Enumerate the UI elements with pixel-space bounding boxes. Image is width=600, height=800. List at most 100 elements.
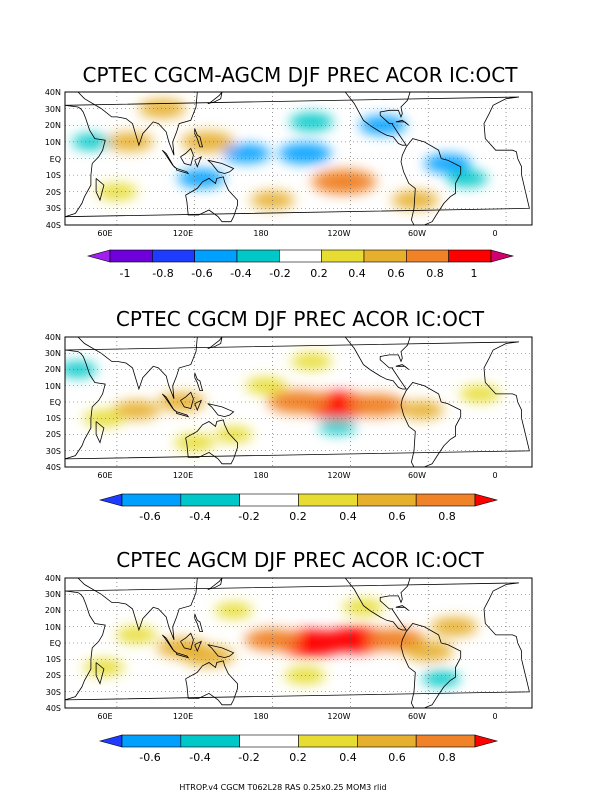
anomaly-blob [359,115,407,135]
anomaly-blobs [83,598,478,687]
coastline [176,652,190,659]
anomaly-blob [115,626,157,644]
lat-tick-label: 20S [46,430,61,439]
coastline [95,178,105,202]
anomaly-blob [424,153,472,173]
lat-tick-label: 20S [46,188,61,197]
panel-1-colorbar-labels: -1 -0.8 -0.6 -0.4 -0.2 0.2 0.4 0.6 0.8 1 [120,267,478,280]
lon-tick-label: 60E [97,712,112,721]
colorbar-label: -1 [120,267,131,280]
anomaly-blob [284,667,326,684]
colorbar-label: 0.8 [438,751,456,764]
colorbar-label: 1 [471,267,478,280]
colorbar-label: -0.2 [269,267,290,280]
panel-3: CPTEC AGCM DJF PREC ACOR IC:OCT 40N 30N … [45,548,533,764]
coastline [400,623,462,709]
lon-tick-label: 120W [327,229,350,238]
coastline [64,341,530,460]
colorbar-label: 0.2 [289,510,307,523]
anomaly-core [326,175,362,189]
anomaly-blob [83,658,125,676]
lat-tick-label: 30S [46,447,61,456]
lat-tick-label: EQ [50,155,61,164]
coastline [65,91,198,156]
anomaly-blob [399,401,444,420]
anomaly-blob [342,598,384,616]
lon-tick-label: 120E [173,229,193,238]
panel-1-field [65,92,532,225]
lon-tick-label: 0 [492,229,497,238]
panel-3-land [64,577,530,709]
panel-1-lat-axis: 40N 30N 20N 10N EQ 10S 20S 30S 40S [45,88,61,230]
lon-tick-label: 60E [97,229,112,238]
anomaly-blob [459,385,501,403]
lat-tick-label: 10S [46,171,61,180]
lat-tick-label: 30S [46,688,61,697]
colorbar-label: 0.4 [339,510,357,523]
anomaly-blob [71,133,110,150]
panel-1: CPTEC CGCM-AGCM DJF PREC ACOR IC:OCT 40N… [45,63,533,280]
panel-3-lon-axis: 60E 120E 180 120W 60W 0 [97,712,497,721]
colorbar-arrow-low [98,493,123,507]
anomaly-blob [318,418,357,435]
colorbar-segment [448,249,492,263]
colorbar-label: 0.6 [388,510,406,523]
colorbar-segment [357,734,417,748]
panel-3-grid [65,578,532,708]
lon-tick-label: 180 [253,712,268,721]
panel-2-colorbar [98,493,499,507]
coastline [64,582,530,701]
anomaly-core [281,396,316,408]
colorbar-segment [239,734,299,748]
coastline [180,391,194,409]
colorbar-label: 0.8 [426,267,444,280]
anomaly-blob [391,190,439,210]
colorbar-label: 0.2 [289,751,307,764]
panel-2-lat-axis: 40N 30N 20N 10N EQ 10S 20S 30S 40S [45,333,61,472]
panel-3-lat-axis: 40N 30N 20N 10N EQ 10S 20S 30S 40S [45,574,61,713]
coastline [185,660,238,706]
coastline [395,119,410,126]
panel-1-lon-axis: 60E 120E 180 120W 60W 0 [97,229,497,238]
coastline [64,96,530,218]
lat-tick-label: 20S [46,671,61,680]
lon-tick-label: 120E [173,471,193,480]
lat-tick-label: 30N [45,590,61,599]
coastline [185,176,238,223]
coastline [194,128,204,148]
lat-tick-label: 10S [46,655,61,664]
panel-1-colorbar [86,249,515,263]
lat-tick-label: EQ [50,639,61,648]
colorbar-segment [321,249,365,263]
panel-2-title: CPTEC CGCM DJF PREC ACOR IC:OCT [116,307,485,331]
lat-tick-label: 40N [45,88,61,97]
lon-tick-label: 120W [327,471,350,480]
coastline [95,421,105,444]
lon-tick-label: 180 [253,471,268,480]
lat-tick-label: 20N [45,121,61,130]
colorbar-segment [357,493,417,507]
colorbar-label: -0.6 [191,267,212,280]
colorbar-segment [415,493,476,507]
coastline [180,147,194,166]
lon-tick-label: 60W [408,712,426,721]
lon-tick-label: 60W [408,229,426,238]
colorbar-label: -0.2 [238,751,259,764]
coastline [185,419,238,465]
lat-tick-label: 30N [45,349,61,358]
lon-tick-label: 120E [173,712,193,721]
colorbar-label: -0.2 [238,510,259,523]
lon-tick-label: 0 [492,471,497,480]
anomaly-blob [223,144,271,164]
lat-tick-label: 10N [45,138,61,147]
anomaly-blob [278,143,332,165]
panel-2-frame [64,336,533,468]
coastline [194,372,204,392]
coastline [95,662,105,685]
anomaly-core [360,399,393,411]
anomaly-blob [96,183,138,201]
lon-tick-label: 60W [408,471,426,480]
colorbar-segment [406,249,449,263]
colorbar-segment [180,734,240,748]
colorbar-segment [109,249,153,263]
